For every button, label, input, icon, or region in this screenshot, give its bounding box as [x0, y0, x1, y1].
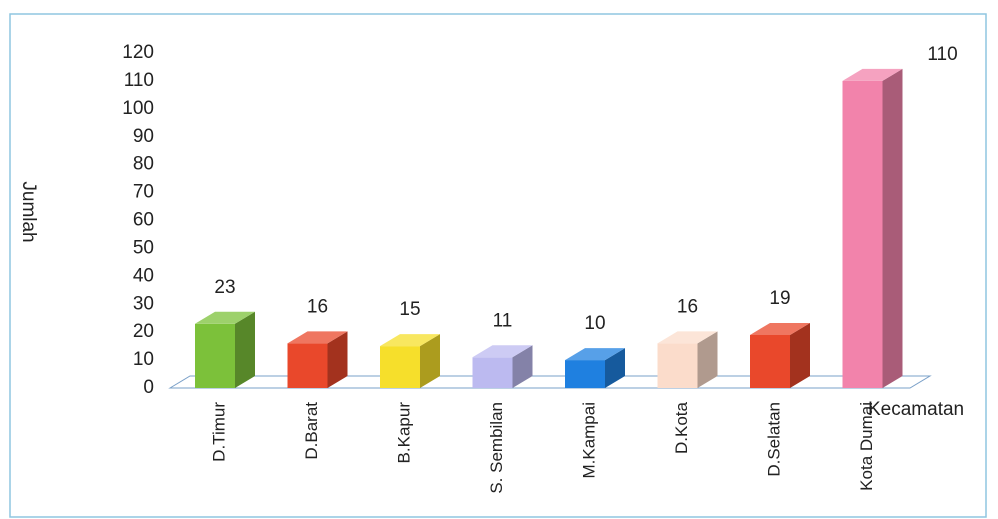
bar-top	[195, 311, 255, 324]
y-tick-label: 60	[133, 210, 154, 231]
bar-top	[657, 331, 718, 344]
bar-side	[605, 348, 625, 388]
x-tick-label: D.Kota	[672, 401, 691, 454]
bar-top	[380, 334, 440, 347]
y-tick-label: 70	[133, 182, 154, 203]
bar	[565, 360, 605, 388]
bar	[380, 346, 420, 388]
bar-top	[565, 348, 625, 361]
bar-top	[287, 331, 348, 344]
data-label: 23	[214, 277, 235, 298]
bar-side	[327, 331, 348, 388]
y-tick-label: 40	[133, 265, 154, 286]
bar-top	[842, 68, 903, 81]
bar	[195, 323, 235, 388]
y-tick-label: 0	[143, 377, 154, 398]
y-tick-label: 30	[133, 293, 154, 314]
data-label: 16	[677, 296, 698, 317]
y-tick-label: 10	[133, 349, 154, 370]
bar	[842, 80, 883, 389]
bar	[472, 357, 513, 388]
x-tick-label: D.Timur	[209, 402, 228, 462]
chart-frame	[9, 13, 987, 518]
y-tick-label: 110	[124, 70, 154, 91]
bar	[657, 343, 698, 388]
y-tick-label: 50	[133, 237, 154, 258]
y-tick-label: 80	[133, 154, 154, 175]
data-label: 15	[399, 299, 420, 320]
bar-side	[697, 331, 718, 388]
floor	[168, 375, 932, 389]
bar-side	[235, 311, 255, 388]
data-label: 11	[493, 310, 513, 331]
bar-side	[512, 345, 533, 388]
bar	[287, 343, 328, 388]
x-axis-label: Kecamatan	[868, 399, 964, 420]
data-label: 10	[584, 313, 605, 334]
data-label: 110	[927, 44, 957, 65]
y-tick-label: 20	[133, 321, 154, 342]
x-tick-label: D.Barat	[302, 402, 321, 460]
bar-top	[472, 345, 533, 358]
y-tick-label: 100	[122, 98, 154, 119]
x-tick-label: D.Selatan	[764, 402, 783, 477]
bar-side	[420, 334, 440, 388]
y-tick-label: 90	[133, 126, 154, 147]
x-tick-label: S. Sembilan	[487, 402, 506, 494]
bar-side	[882, 68, 903, 389]
y-axis-label: Jumlah	[18, 181, 39, 242]
x-tick-label: Kota Dumai	[857, 402, 876, 491]
data-label: 16	[307, 296, 328, 317]
x-tick-label: B.Kapur	[394, 402, 413, 464]
data-label: 19	[769, 288, 790, 309]
bar-top	[750, 322, 810, 335]
y-tick-label: 120	[122, 42, 154, 63]
x-tick-label: M.Kampai	[579, 402, 598, 479]
bar	[750, 334, 790, 388]
bar-side	[790, 322, 810, 388]
